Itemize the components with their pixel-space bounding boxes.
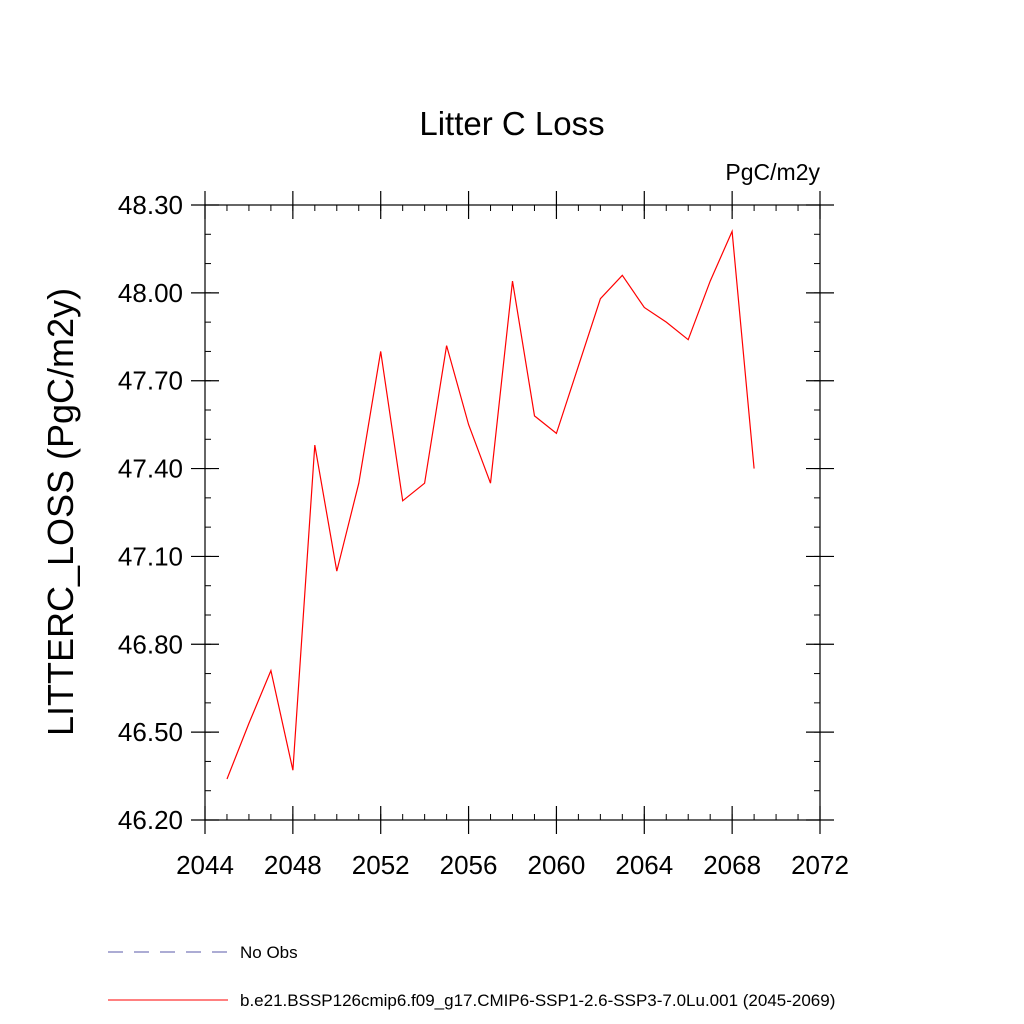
- y-tick-label: 48.00: [118, 278, 183, 308]
- x-tick-label: 2060: [528, 850, 586, 880]
- x-tick-label: 2056: [440, 850, 498, 880]
- y-tick-label: 46.20: [118, 805, 183, 835]
- y-tick-label: 47.70: [118, 366, 183, 396]
- y-tick-label: 46.80: [118, 629, 183, 659]
- x-tick-label: 2044: [176, 850, 234, 880]
- x-tick-label: 2068: [703, 850, 761, 880]
- legend-label: b.e21.BSSP126cmip6.f09_g17.CMIP6-SSP1-2.…: [240, 991, 835, 1010]
- x-tick-label: 2048: [264, 850, 322, 880]
- plot-frame: [204, 204, 821, 821]
- series-group: [226, 229, 755, 780]
- y-tick-label: 48.30: [118, 190, 183, 220]
- series-line: [226, 229, 755, 780]
- axes: 2044 2048 2052 2056 2060 2064 2068 2072 46.20 46.…: [118, 190, 849, 880]
- x-tick-label: 2052: [352, 850, 410, 880]
- y-tick-label: 46.50: [118, 717, 183, 747]
- units-label: PgC/m2y: [725, 159, 820, 185]
- x-tick-label: 2064: [615, 850, 673, 880]
- y-tick-label: 47.40: [118, 454, 183, 484]
- y-tick-label: 47.10: [118, 541, 183, 571]
- legend-label: No Obs: [240, 943, 298, 962]
- legend: No Obs b.e21.BSSP126cmip6.f09_g17.CMIP6-S…: [108, 943, 835, 1010]
- x-tick-label: 2072: [791, 850, 849, 880]
- y-axis-label: LITTERC_LOSS (PgC/m2y): [40, 288, 81, 736]
- chart-title: Litter C Loss: [419, 105, 604, 142]
